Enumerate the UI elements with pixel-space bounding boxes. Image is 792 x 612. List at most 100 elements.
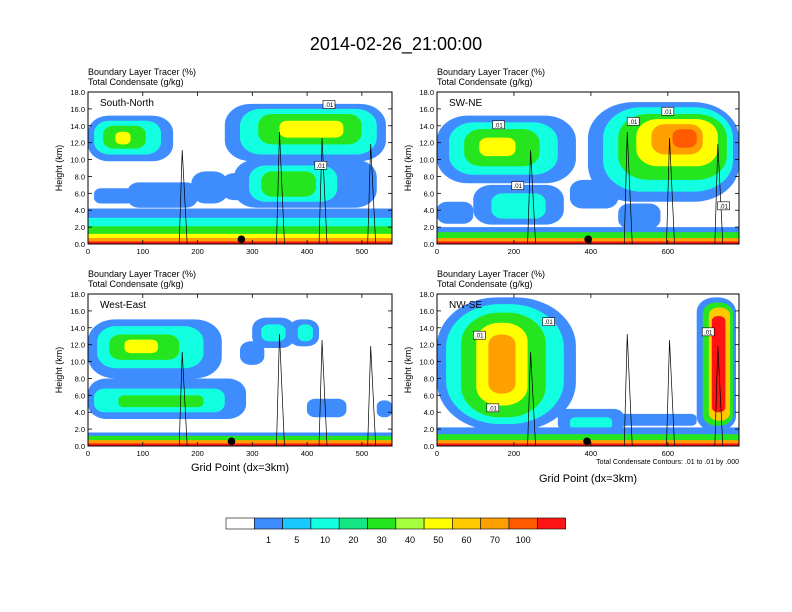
- colorbar-swatch: [282, 517, 312, 530]
- x-axis-label-right: Grid Point (dx=3km): [539, 473, 637, 485]
- panel-nw-se: Boundary Layer Tracer (%)Total Condensat…: [403, 269, 740, 458]
- tracer-level-9: [488, 334, 516, 394]
- tracer-level-1: [437, 201, 474, 224]
- colorbar-label: 30: [377, 535, 387, 545]
- colorbar-swatch: [338, 517, 368, 530]
- condensate-contours: [178, 131, 377, 244]
- tracer-level-1: [240, 341, 265, 365]
- x-tick-label: 400: [301, 449, 314, 458]
- contour-line: [276, 333, 285, 446]
- colorbar-label: 70: [490, 535, 500, 545]
- colorbar: 1 5 10 20 30 40 50 60 70 100: [225, 517, 566, 545]
- colorbar-swatch: [254, 517, 283, 530]
- x-axis-label-left: Grid Point (dx=3km): [191, 462, 289, 474]
- x-tick-label: 400: [585, 449, 598, 458]
- y-tick-label: 16.0: [70, 105, 85, 114]
- tracer-level-7: [479, 137, 516, 157]
- y-tick-label: 14.0: [419, 122, 434, 131]
- x-tick-label: 200: [191, 449, 204, 458]
- colorbar-label: 20: [348, 535, 358, 545]
- x-tick-label: 500: [356, 449, 369, 458]
- colorbar-label: 100: [516, 535, 531, 545]
- y-tick-label: 10.0: [70, 358, 85, 367]
- x-tick-label: 300: [246, 247, 259, 256]
- panel-title-line2: Total Condensate (g/kg): [437, 279, 533, 289]
- x-tick-label: 0: [435, 449, 439, 458]
- colorbar-swatch: [310, 517, 340, 530]
- x-tick-label: 600: [662, 247, 675, 256]
- x-tick-label: 0: [86, 449, 90, 458]
- contour-label: .01: [544, 320, 553, 326]
- contour-line: [367, 345, 377, 446]
- plot-frame: [87, 293, 393, 447]
- y-tick-label: 6.0: [75, 391, 85, 400]
- contour-label: .01: [704, 330, 713, 336]
- y-tick-label: 2.0: [75, 425, 85, 434]
- x-tick-label: 200: [191, 247, 204, 256]
- tracer-field: [437, 102, 739, 244]
- contour-label: .01: [317, 164, 326, 170]
- contour-line: [527, 351, 536, 446]
- tracer-field: [88, 317, 392, 446]
- x-tick-label: 400: [301, 247, 314, 256]
- colorbar-swatch: [395, 517, 425, 530]
- tracer-level-1: [127, 182, 198, 208]
- y-axis-label: Height (km): [403, 347, 413, 394]
- panel-west-east: Boundary Layer Tracer (%)Total Condensat…: [54, 269, 393, 458]
- y-tick-label: 0.0: [75, 442, 85, 451]
- contour-label-box: [626, 117, 640, 126]
- tracer-level-1: [618, 203, 661, 229]
- tracer-level-3: [297, 324, 313, 342]
- contour-label-box: [486, 403, 500, 413]
- panel-south-north: Boundary Layer Tracer (%)Total Condensat…: [54, 67, 393, 256]
- contour-label-box: [701, 327, 715, 337]
- contour-line: [178, 149, 188, 244]
- colorbar-label: 5: [294, 535, 299, 545]
- x-tick-label: 100: [137, 247, 150, 256]
- y-tick-label: 12.0: [70, 341, 85, 350]
- tracer-level-3: [261, 324, 286, 342]
- contour-label-box: [492, 120, 505, 130]
- colorbar-label: 40: [405, 535, 415, 545]
- y-tick-label: 18.0: [70, 290, 85, 299]
- plot-frame: [87, 91, 393, 245]
- contour-label-box: [661, 106, 675, 116]
- y-tick-label: 16.0: [419, 105, 434, 114]
- contour-label: .01: [494, 123, 503, 129]
- contour-label-box: [322, 100, 336, 109]
- condensate-contours: [527, 131, 724, 244]
- tracer-level-9: [88, 440, 392, 446]
- y-tick-label: 18.0: [419, 88, 434, 97]
- panel-title-line2: Total Condensate (g/kg): [437, 77, 533, 87]
- colorbar-swatch: [452, 517, 481, 530]
- y-tick-label: 4.0: [75, 408, 85, 417]
- x-tick-label: 200: [508, 449, 521, 458]
- colorbar-label: 1: [266, 535, 271, 545]
- contour-line: [178, 351, 188, 446]
- contour-label: .01: [514, 184, 523, 190]
- panel-label: West-East: [100, 300, 146, 311]
- plot-frame: [436, 91, 740, 245]
- y-tick-label: 4.0: [424, 408, 434, 417]
- y-tick-label: 6.0: [75, 189, 85, 198]
- plot-frame: [436, 293, 740, 447]
- contour-label: .01: [629, 120, 638, 126]
- contour-line: [623, 131, 633, 244]
- y-tick-label: 16.0: [70, 307, 85, 316]
- tracer-level-7: [124, 339, 158, 354]
- contour-line: [714, 143, 724, 244]
- y-tick-label: 10.0: [419, 156, 434, 165]
- contour-footnote: Total Condensate Contours: .01 to .01 by…: [596, 459, 739, 466]
- x-tick-label: 0: [86, 247, 90, 256]
- y-tick-label: 18.0: [70, 88, 85, 97]
- tracer-level-1: [94, 188, 134, 204]
- location-marker: [227, 437, 236, 446]
- x-tick-label: 100: [137, 449, 150, 458]
- x-tick-label: 0: [435, 247, 439, 256]
- contour-line: [623, 333, 633, 446]
- panel-title-line1: Boundary Layer Tracer (%): [88, 269, 196, 279]
- condensate-contours: [178, 333, 377, 446]
- y-tick-label: 10.0: [419, 358, 434, 367]
- y-tick-label: 0.0: [424, 442, 434, 451]
- y-tick-label: 6.0: [424, 189, 434, 198]
